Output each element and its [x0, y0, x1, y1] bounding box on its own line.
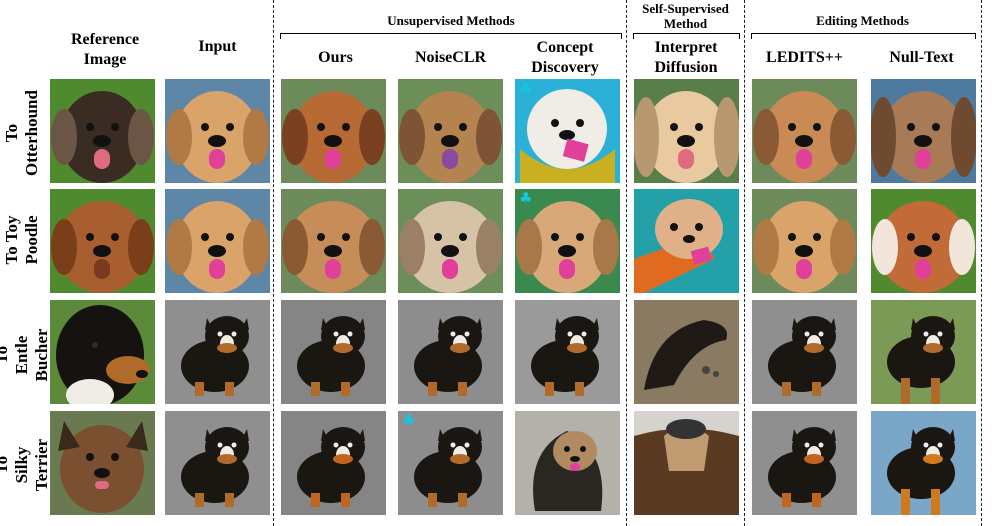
- image-input-row4: [165, 411, 270, 515]
- image-ledits-row4: [752, 411, 857, 515]
- group-editing: Editing Methods: [816, 13, 909, 28]
- image-ours-row2: [281, 189, 386, 293]
- image-interpret-row3: [634, 300, 739, 404]
- separator-line: [744, 0, 745, 526]
- image-ledits-row1: [752, 79, 857, 183]
- bracket-tick: [621, 33, 622, 39]
- image-noiseclr-row4: ♣: [398, 411, 503, 515]
- col-interpret-diffusion: Interpret Diffusion: [654, 39, 718, 76]
- col-null-text: Null-Text: [889, 49, 954, 66]
- group-self-supervised: Self-Supervised Method: [642, 1, 729, 31]
- row-label-otterhound: To Otterhound: [2, 90, 41, 176]
- separator-line: [626, 0, 627, 526]
- bracket-tick: [751, 33, 752, 39]
- image-concept-row2: ♣: [515, 189, 620, 293]
- image-ledits-row3: [752, 300, 857, 404]
- image-ledits-row2: [752, 189, 857, 293]
- col-input: Input: [198, 38, 237, 55]
- image-input-row3: [165, 300, 270, 404]
- separator-line: [273, 0, 274, 526]
- image-ours-row3: [281, 300, 386, 404]
- bracket-tick: [975, 33, 976, 39]
- bracket-self-supervised: [633, 33, 739, 34]
- image-noiseclr-row2: [398, 189, 503, 293]
- image-reference-row1: [50, 79, 155, 183]
- image-concept-row4: [515, 411, 620, 515]
- image-nulltext-row3: [871, 300, 976, 404]
- separator-line: [981, 0, 982, 526]
- col-concept-discovery: Concept Discovery: [531, 39, 599, 76]
- group-unsupervised: Unsupervised Methods: [387, 13, 515, 28]
- image-input-row2: [165, 189, 270, 293]
- row-label-entle-bucher: To Entle Bucher: [0, 328, 51, 382]
- image-reference-row4: [50, 411, 155, 515]
- col-reference-image: Reference Image: [70, 31, 140, 68]
- bracket-unsupervised: [280, 33, 622, 34]
- row-label-silky-terrier: To Silky Terrier: [0, 438, 51, 492]
- image-noiseclr-row3: [398, 300, 503, 404]
- club-marker-icon: ♣: [519, 79, 533, 97]
- col-ours: Ours: [318, 49, 353, 66]
- club-marker-icon: ♣: [402, 411, 416, 429]
- image-nulltext-row1: [871, 79, 976, 183]
- col-noiseclr: NoiseCLR: [414, 49, 487, 66]
- bracket-tick: [280, 33, 281, 39]
- row-label-toy-poodle: To Toy Poodle: [2, 215, 41, 265]
- bracket-tick: [739, 33, 740, 39]
- bracket-tick: [633, 33, 634, 39]
- image-interpret-row2: [634, 189, 739, 293]
- image-reference-row3: [50, 300, 155, 404]
- image-nulltext-row2: [871, 189, 976, 293]
- image-input-row1: [165, 79, 270, 183]
- club-marker-icon: ♣: [519, 189, 533, 207]
- image-interpret-row1: [634, 79, 739, 183]
- image-reference-row2: [50, 189, 155, 293]
- image-noiseclr-row1: [398, 79, 503, 183]
- col-ledits: LEDITS++: [766, 49, 843, 66]
- bracket-editing: [751, 33, 975, 34]
- image-ours-row4: [281, 411, 386, 515]
- image-nulltext-row4: [871, 411, 976, 515]
- image-interpret-row4: [634, 411, 739, 515]
- image-ours-row1: [281, 79, 386, 183]
- image-concept-row3: [515, 300, 620, 404]
- image-concept-row1: ♣: [515, 79, 620, 183]
